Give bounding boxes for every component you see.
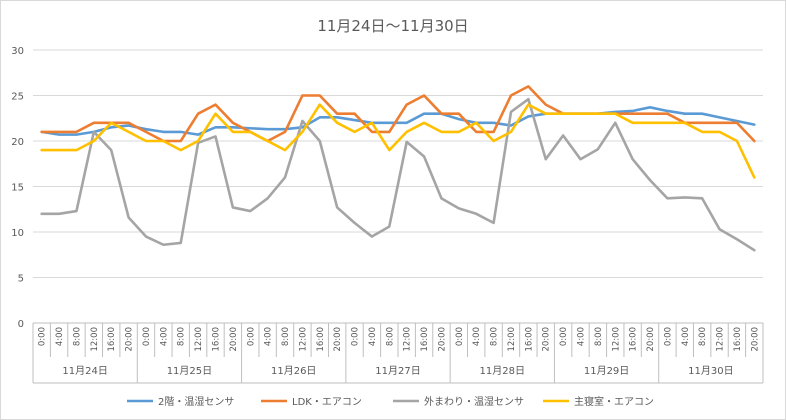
x-tick-label: 8:00 [490,327,500,346]
series-line [40,97,756,252]
x-tick-label: 4:00 [55,327,65,346]
x-tick-label: 20:00 [229,327,239,352]
x-tick-label: 16:00 [107,327,117,352]
x-tick-label: 8:00 [281,327,291,346]
legend-label: LDK・エアコン [292,397,362,408]
legend: 2階・温湿センサ LDK・エアコン 外まわり・温湿センサ 主寝室・エアコン [127,395,654,408]
x-tick-label: 12:00 [194,327,204,352]
x-tick-label: 12:00 [298,327,308,352]
x-tick-label: 20:00 [646,327,656,352]
x-tick-label: 12:00 [716,327,726,352]
legend-label: 主寝室・エアコン [574,395,654,408]
day-label: 11月28日 [480,365,525,377]
x-tick-label: 20:00 [437,327,447,352]
y-tick-label: 20 [11,137,24,148]
x-axis: 0:00 4:00 8:00 12:00 16:00 20:00 0:00 4:00 8:00 1… [32,322,764,384]
x-tick-label: 12:00 [611,327,621,352]
legend-label: 外まわり・温湿センサ [424,396,524,408]
x-tick-label: 8:00 [594,327,604,346]
day-label: 11月25日 [167,365,212,377]
x-tick-label: 0:00 [455,327,465,346]
x-tick-label: 8:00 [385,327,395,346]
x-tick-label: 20:00 [125,327,135,352]
x-tick-label: 20:00 [750,327,760,352]
day-label: 11月26日 [271,365,316,377]
legend-label: 2階・温湿センサ [158,396,234,408]
x-tick-label: 0:00 [142,327,152,346]
day-label: 11月29日 [584,365,629,377]
y-tick-label: 25 [11,92,24,103]
x-tick-label: 16:00 [316,327,326,352]
x-tick-label: 20:00 [542,327,552,352]
x-tick-label: 8:00 [72,327,82,346]
x-tick-label: 4:00 [264,327,274,346]
x-tick-label: 4:00 [681,327,691,346]
series-line [40,103,756,179]
x-tick-label: 0:00 [351,327,361,346]
x-tick-label: 8:00 [177,327,187,346]
x-tick-label: 0:00 [38,327,48,346]
x-tick-label: 16:00 [212,327,222,352]
x-tick-label: 12:00 [403,327,413,352]
x-tick-label: 4:00 [368,327,378,346]
x-tick-label: 0:00 [559,327,569,346]
x-tick-label: 16:00 [629,327,639,352]
x-tick-label: 16:00 [524,327,534,352]
x-tick-label: 4:00 [472,327,482,346]
x-tick-label: 0:00 [246,327,256,346]
day-label: 11月30日 [688,365,733,377]
y-axis: 0 5 10 15 20 25 30 [11,46,24,330]
series-lines [40,85,756,252]
y-tick-label: 0 [18,319,24,330]
series-line [40,106,756,136]
day-label: 11月27日 [375,365,420,377]
x-tick-label: 12:00 [90,327,100,352]
series-line [40,85,756,143]
y-tick-label: 10 [11,228,24,239]
gridlines [33,49,763,278]
x-tick-label: 0:00 [663,327,673,346]
x-tick-label: 12:00 [507,327,517,352]
day-label: 11月24日 [62,365,107,377]
x-tick-label: 4:00 [159,327,169,346]
x-tick-label: 16:00 [733,327,743,352]
x-tick-label: 20:00 [333,327,343,352]
chart-title: 11月24日～11月30日 [317,17,468,35]
x-tick-label: 16:00 [420,327,430,352]
x-tick-label: 8:00 [698,327,708,346]
y-tick-label: 30 [11,46,24,57]
y-tick-label: 15 [11,183,24,194]
x-tick-label: 4:00 [577,327,587,346]
y-tick-label: 5 [18,274,24,285]
